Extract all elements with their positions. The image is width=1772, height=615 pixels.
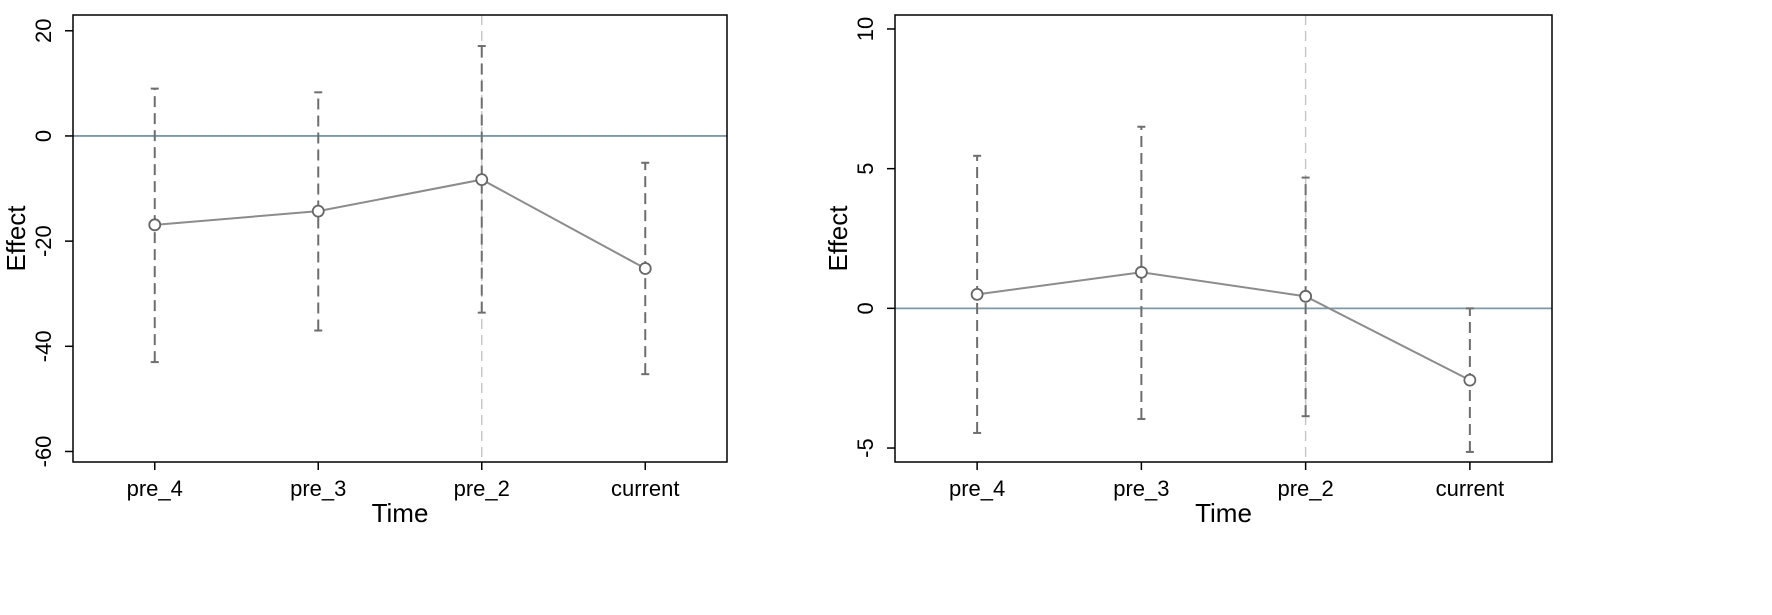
x-tick-label: current [1436,476,1504,501]
y-axis-title: Effect [823,205,853,272]
x-tick-label: pre_3 [290,476,346,501]
x-tick-label: current [611,476,679,501]
series-line [976,271,1471,382]
x-axis-title: Time [372,498,429,528]
plot-frame [72,14,728,463]
x-tick-label: pre_2 [454,476,510,501]
y-tick-label: -20 [31,225,56,257]
point [638,262,652,275]
y-tick-label: 20 [31,19,56,43]
point [148,218,162,232]
x-tick-label: pre_4 [949,476,1005,501]
point [970,287,984,301]
y-tick-label: 0 [853,302,878,314]
y-axis-title: Effect [1,205,31,272]
point [1299,289,1313,303]
y-tick-label: 5 [853,163,878,175]
x-tick-label: pre_3 [1113,476,1169,501]
y-tick-label: 10 [853,17,878,41]
point [311,204,325,218]
x-axis-title: Time [1195,498,1252,528]
plot-frame [894,14,1553,463]
point [475,173,489,187]
y-tick-label: 0 [31,130,56,142]
point [1134,265,1148,279]
y-tick-label: -5 [853,438,878,458]
x-tick-label: pre_2 [1277,476,1333,501]
y-tick-label: -40 [31,330,56,362]
point [1463,373,1477,387]
x-tick-label: pre_4 [127,476,183,501]
y-tick-label: -60 [31,436,56,468]
series-line [154,178,646,270]
